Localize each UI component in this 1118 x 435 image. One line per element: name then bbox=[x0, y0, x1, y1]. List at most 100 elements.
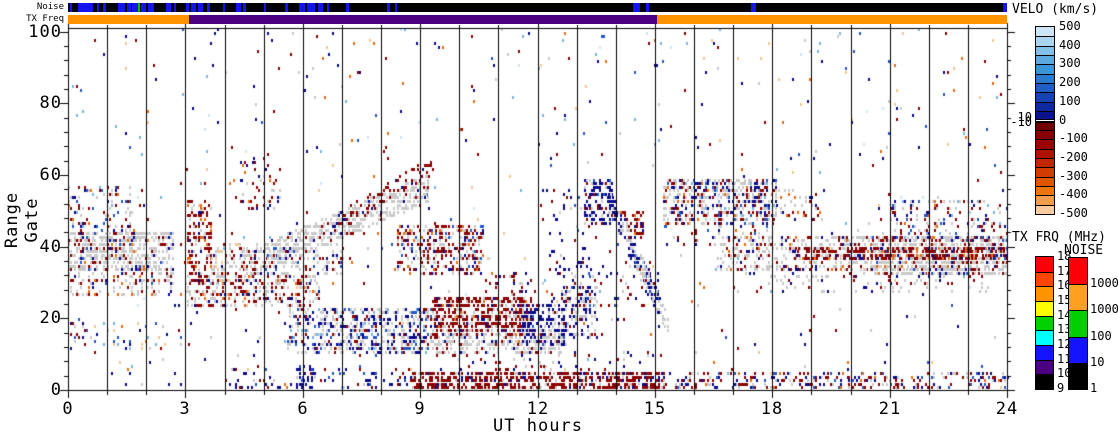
noise-segment bbox=[236, 3, 241, 12]
velocity-tick-label: -400 bbox=[1059, 187, 1088, 202]
txfreq-segment bbox=[656, 15, 1007, 24]
velocity-tick-label: -500 bbox=[1059, 206, 1088, 220]
velocity-color-cell bbox=[1036, 45, 1054, 56]
noise-color-cell bbox=[1069, 284, 1087, 311]
noise-segment bbox=[131, 3, 138, 12]
txfreq-strip-label: TX Freq bbox=[26, 14, 64, 24]
noise-segment bbox=[345, 3, 349, 12]
y-tick-label: 60 bbox=[39, 165, 62, 185]
noise-segment bbox=[285, 3, 288, 12]
velocity-color-cell bbox=[1036, 73, 1054, 84]
noise-segment bbox=[118, 3, 125, 12]
noise-segment bbox=[197, 3, 203, 12]
y-tick-label: 100 bbox=[28, 22, 62, 42]
y-tick-label: 20 bbox=[39, 308, 62, 328]
txfrq-tick-label: 13 bbox=[1057, 322, 1072, 337]
noise-segment bbox=[165, 3, 171, 12]
velocity-color-cell bbox=[1036, 176, 1054, 186]
velocity-color-cell bbox=[1036, 129, 1054, 140]
txfrq-legend-title: TX FRQ (MHz) bbox=[1012, 230, 1106, 245]
velocity-tick-label: 100 bbox=[1059, 93, 1081, 108]
x-axis-title: UT hours bbox=[493, 416, 583, 435]
x-tick-label: 3 bbox=[179, 399, 191, 419]
noise-color-cell bbox=[1069, 258, 1087, 285]
velocity-color-cell bbox=[1036, 36, 1054, 46]
noise-segment bbox=[306, 3, 316, 12]
velocity-legend-title: VELO (km/s) bbox=[1012, 2, 1099, 17]
noise-segment bbox=[126, 3, 131, 12]
x-tick-label: 18 bbox=[760, 399, 784, 419]
noise-color-cell bbox=[1069, 336, 1087, 363]
noise-segment bbox=[318, 3, 324, 12]
noise-tick-label: 1000 bbox=[1090, 302, 1118, 317]
noise-segment bbox=[77, 3, 93, 12]
noise-segment bbox=[633, 3, 640, 12]
noise-segment bbox=[394, 3, 398, 12]
velocity-threshold-label: -10 bbox=[1010, 114, 1032, 129]
noise-segment bbox=[1003, 3, 1007, 12]
txfrq-color-cell bbox=[1036, 286, 1053, 301]
velocity-color-cell bbox=[1036, 55, 1054, 65]
noise-legend-title: NOISE bbox=[1064, 243, 1104, 258]
velocity-color-cell bbox=[1036, 101, 1054, 112]
noise-strip-label: Noise bbox=[36, 2, 64, 12]
noise-tick-label: 10 bbox=[1090, 354, 1105, 369]
noise-segment bbox=[298, 3, 305, 12]
txfrq-tick-label: 16 bbox=[1057, 278, 1072, 293]
velocity-color-cell bbox=[1036, 195, 1054, 205]
noise-segment bbox=[386, 3, 390, 12]
noise-segment bbox=[69, 3, 72, 12]
txfrq-tick-label: 12 bbox=[1057, 337, 1072, 351]
noise-segment bbox=[222, 3, 226, 12]
noise-tick-label: 10000 bbox=[1090, 276, 1118, 291]
txfrq-tick-label: 17 bbox=[1057, 263, 1072, 278]
velocity-color-cell bbox=[1036, 122, 1054, 130]
velocity-tick-label: -300 bbox=[1059, 168, 1088, 183]
velocity-tick-label: 200 bbox=[1059, 75, 1081, 90]
txfrq-color-cell bbox=[1036, 315, 1053, 331]
velocity-color-cell bbox=[1036, 27, 1054, 37]
txfreq-strip bbox=[68, 15, 1007, 24]
velocity-color-cell bbox=[1036, 139, 1054, 149]
velocity-color-cell bbox=[1036, 111, 1054, 119]
noise-segment bbox=[243, 3, 246, 12]
noise-segment bbox=[263, 3, 266, 12]
noise-color-cell bbox=[1069, 362, 1087, 389]
txfrq-tick-label: 11 bbox=[1057, 351, 1072, 366]
x-tick-label: 15 bbox=[643, 399, 667, 419]
txfrq-tick-label: 10 bbox=[1057, 366, 1072, 381]
txfreq-segment bbox=[189, 15, 657, 24]
noise-color-cell bbox=[1069, 310, 1087, 337]
velocity-color-cell bbox=[1036, 157, 1054, 168]
velocity-colorbar bbox=[1035, 26, 1055, 215]
noise-level-strip bbox=[68, 3, 1007, 12]
noise-segment bbox=[173, 3, 176, 12]
noise-segment bbox=[206, 3, 210, 12]
x-tick-label: 6 bbox=[297, 399, 309, 419]
txfrq-tick-label: 18 bbox=[1057, 249, 1072, 263]
noise-colorbar bbox=[1068, 257, 1088, 390]
y-tick-label: 0 bbox=[50, 380, 62, 400]
noise-tick-label: 1 bbox=[1090, 381, 1098, 395]
velocity-tick-label: -200 bbox=[1059, 149, 1088, 164]
x-tick-label: 12 bbox=[526, 399, 550, 419]
velocity-color-cell bbox=[1036, 185, 1054, 196]
x-tick-label: 24 bbox=[995, 399, 1019, 419]
y-tick-label: 80 bbox=[39, 93, 62, 113]
txfrq-colorbar bbox=[1035, 256, 1054, 390]
x-tick-label: 21 bbox=[878, 399, 902, 419]
txfrq-tick-label: 15 bbox=[1057, 293, 1072, 307]
velocity-tick-label: 0 bbox=[1059, 112, 1067, 127]
velocity-color-cell bbox=[1036, 118, 1054, 121]
txfrq-color-cell bbox=[1036, 359, 1053, 375]
x-tick-label: 9 bbox=[414, 399, 426, 419]
txfrq-color-cell bbox=[1036, 374, 1053, 389]
txfrq-color-cell bbox=[1036, 345, 1053, 360]
velocity-color-cell bbox=[1036, 120, 1054, 123]
velocity-color-cell bbox=[1036, 64, 1054, 74]
velocity-color-cell bbox=[1036, 83, 1054, 93]
y-tick-label: 40 bbox=[39, 237, 62, 257]
noise-segment bbox=[750, 3, 756, 12]
txfrq-color-cell bbox=[1036, 271, 1053, 287]
